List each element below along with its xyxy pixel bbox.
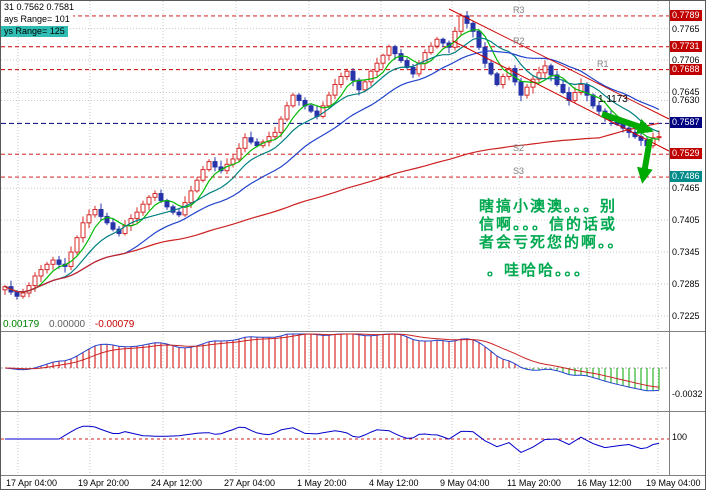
- time-axis-label: 9 May 04:00: [440, 478, 490, 488]
- pivot-label-r3: R3: [513, 4, 525, 15]
- price-tick-label: 0.7405: [672, 215, 700, 226]
- momentum-axis-label: 100: [672, 432, 688, 442]
- candlesticks: [2, 10, 662, 300]
- pivot-label-s3: S3: [513, 166, 525, 177]
- macd-panel: [1, 333, 669, 392]
- trend-channel: [448, 8, 670, 152]
- annotation-line-1: 瞎搞小澳澳。。。别: [479, 198, 618, 215]
- time-axis-label: 16 May 12:00: [577, 478, 632, 488]
- time-axis-label: 27 Apr 04:00: [224, 478, 276, 488]
- time-axis-label: 4 May 12:00: [369, 478, 419, 488]
- price-tag: 0.7486: [670, 171, 702, 183]
- moving-averages: [4, 29, 660, 293]
- price-tick-label: 0.7225: [672, 310, 700, 321]
- price-tag: 0.7731: [670, 40, 702, 52]
- time-axis-label: 17 Apr 04:00: [6, 478, 58, 488]
- time-axis-label: 1 May 20:00: [297, 478, 347, 488]
- pivot-label-r1: R1: [597, 58, 609, 69]
- down-arrow-icon: [601, 111, 654, 184]
- macd-value-main: 0.00179: [3, 319, 40, 330]
- macd-axis-label: -0.0032: [672, 389, 703, 399]
- pivot-label-s2: S2: [513, 143, 525, 154]
- macd-value-signal: -0.00079: [94, 319, 135, 330]
- momentum-panel: [1, 425, 669, 453]
- price-tag: 0.7789: [670, 9, 702, 21]
- annotation-line-4: 。哇哈哈。。。: [487, 262, 592, 279]
- price-tag: 0.7688: [670, 63, 702, 75]
- trendline-value-label: 1.1173: [598, 94, 628, 105]
- price-tick-label: 0.7285: [672, 278, 700, 289]
- price-tag: 0.7587: [670, 117, 702, 129]
- pivot-lines: [1, 15, 669, 178]
- panel-separators: [1, 1, 705, 476]
- price-tick-label: 0.7765: [672, 23, 700, 34]
- annotation-line-3: 者会亏死您的啊。。: [479, 234, 625, 251]
- time-axis-label: 19 May 04:00: [646, 478, 701, 488]
- pivot-label-r2: R2: [513, 35, 525, 46]
- time-axis-label: 24 Apr 12:00: [151, 478, 203, 488]
- macd-values: 0.00179 0.00000 -0.00079: [3, 319, 141, 330]
- time-axis-label: 19 Apr 20:00: [78, 478, 130, 488]
- price-tick-label: 0.7465: [672, 183, 700, 194]
- days-range-chip-2: ys Range= 125: [1, 26, 68, 37]
- annotation-line-2: 信啊。。。信的话或: [479, 216, 618, 233]
- price-tick-label: 0.7706: [672, 55, 700, 66]
- price-tag: 0.7529: [670, 148, 702, 160]
- price-tick-label: 0.7345: [672, 247, 700, 258]
- days-range-chip: ays Range= 101: [1, 14, 73, 25]
- time-axis-label: 11 May 20:00: [507, 478, 561, 488]
- macd-value-mid: 0.00000: [48, 319, 86, 330]
- quote-info-chip: 31 0.7562 0.7581: [1, 2, 78, 13]
- price-tick-label: 0.7645: [672, 87, 700, 98]
- price-tick-label: 0.7630: [672, 95, 700, 106]
